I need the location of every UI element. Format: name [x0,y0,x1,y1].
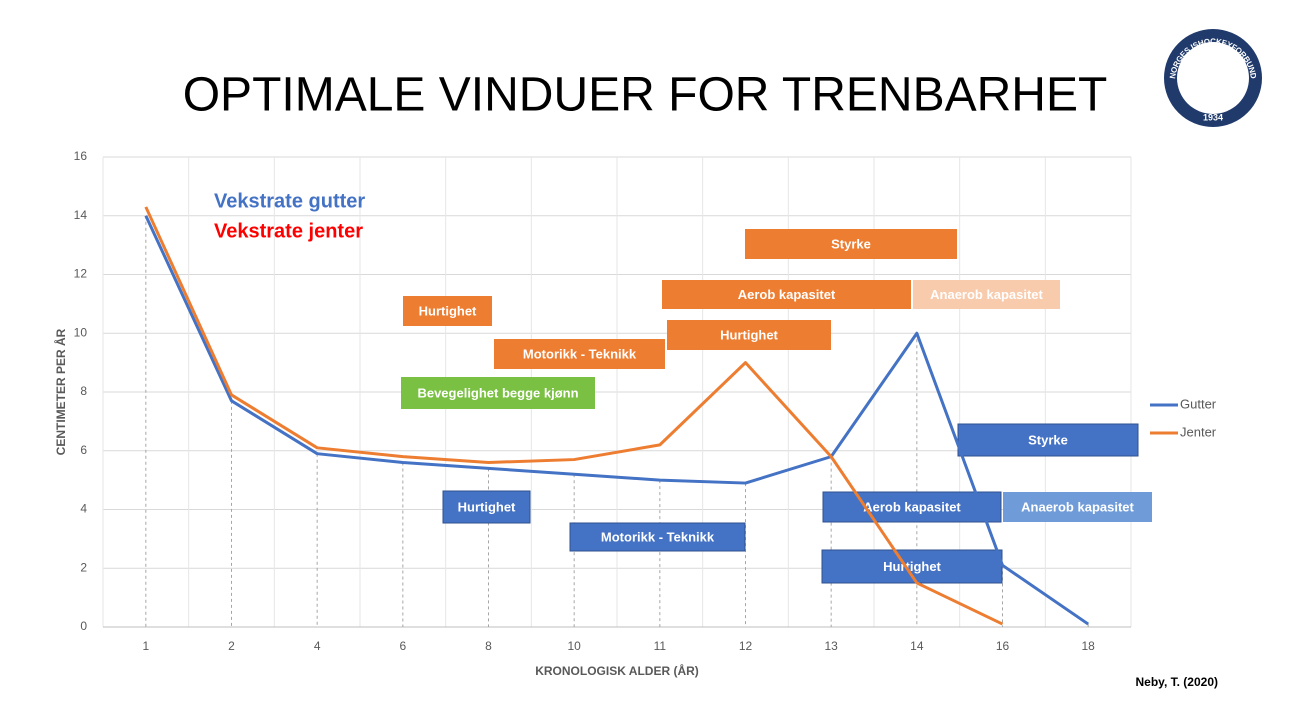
window-box: Hurtighet [442,490,531,524]
window-label: Aerob kapasitet [738,287,836,302]
x-tick-label: 1 [142,639,149,653]
x-tick-label: 13 [824,639,838,653]
annotation: Vekstrate jenter [214,220,363,242]
window-label: Hurtighet [458,499,516,514]
x-tick-label: 11 [654,639,667,653]
window-box: Anaerob kapasitet [913,280,1060,309]
legend-label: Jenter [1180,424,1217,439]
logo-center [1177,42,1249,114]
window-rect [662,280,911,309]
x-tick-label: 18 [1081,639,1095,653]
x-axis-label: KRONOLOGISK ALDER (ÅR) [535,663,699,678]
x-tick-label: 14 [910,639,924,653]
window-label: Hurtighet [720,327,778,342]
x-tick-label: 6 [399,639,406,653]
y-tick-label: 6 [80,443,87,457]
y-tick-label: 0 [80,619,87,633]
window-rect [401,377,595,409]
window-label: Styrke [1028,432,1068,447]
y-tick-label: 16 [74,149,88,163]
y-tick-label: 12 [74,267,88,281]
window-label: Hurtighet [419,303,477,318]
y-tick-label: 2 [80,560,87,574]
x-tick-label: 12 [739,639,753,653]
x-tick-label: 16 [996,639,1010,653]
window-rect [667,320,831,350]
window-rect [745,229,957,259]
window-box: Hurtighet [667,320,831,350]
y-axis-label: CENTIMETER PER ÅR [53,328,68,455]
window-rect [822,491,1002,523]
window-label: Motorikk - Teknikk [601,529,715,544]
annotation: Vekstrate gutter [214,190,365,212]
window-label: Styrke [831,236,871,251]
window-box: Bevegelighet begge kjønn [401,377,595,409]
window-rect [1003,492,1152,522]
source: Neby, T. (2020) [1136,675,1218,689]
window-label: Motorikk - Teknikk [523,346,637,361]
window-rect [403,296,492,326]
window-label: Anaerob kapasitet [1021,499,1134,514]
window-rect [913,280,1060,309]
window-rect [442,490,531,524]
logo: NORGES ISHOCKEYFORBUND 1934 [1164,29,1262,127]
window-rect [569,522,746,552]
window-box: Aerob kapasitet [662,280,911,309]
series-line [144,206,1004,626]
x-tick-label: 4 [314,639,321,653]
window-box: Aerob kapasitet [822,491,1002,523]
logo-year: 1934 [1203,112,1223,122]
window-box: Motorikk - Teknikk [494,339,665,369]
window-box: Anaerob kapasitet [1003,492,1152,522]
window-label: Bevegelighet begge kjønn [417,385,578,400]
window-rect [494,339,665,369]
y-tick-label: 8 [80,384,87,398]
legend-label: Gutter [1180,396,1217,411]
window-box: Styrke [957,423,1139,457]
window-box: Motorikk - Teknikk [569,522,746,552]
y-tick-label: 14 [74,208,88,222]
window-rect [957,423,1139,457]
window-label: Anaerob kapasitet [930,287,1043,302]
series-line [144,215,1090,626]
window-box: Styrke [745,229,957,259]
y-tick-label: 4 [80,502,87,516]
x-tick-label: 2 [228,639,235,653]
window-label: Aerob kapasitet [863,499,961,514]
x-tick-label: 8 [485,639,492,653]
x-tick-label: 10 [567,639,581,653]
window-label: Hurtighet [883,559,941,574]
chart-title: OPTIMALE VINDUER FOR TRENBARHET [183,69,1108,122]
y-tick-label: 10 [74,325,88,339]
window-box: Hurtighet [403,296,492,326]
